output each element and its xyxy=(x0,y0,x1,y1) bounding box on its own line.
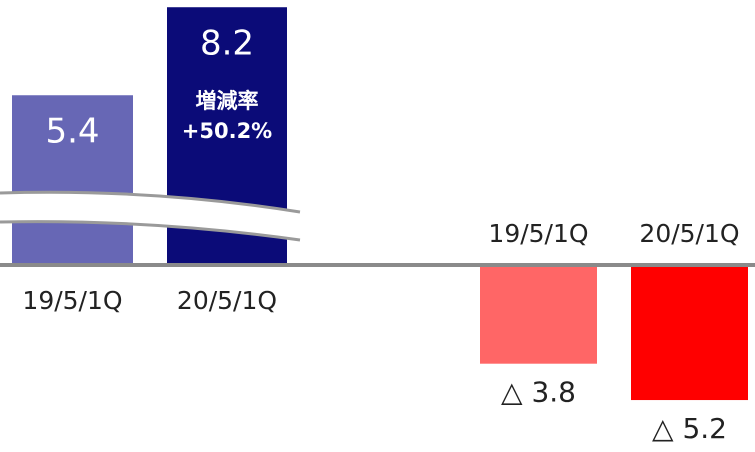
category-label: 20/5/1Q xyxy=(177,286,277,315)
axis-break-edge xyxy=(0,220,301,242)
value-label: 5.4 xyxy=(45,112,99,152)
value-label: △ 3.8 xyxy=(501,376,576,409)
value-label: 8.2 xyxy=(200,24,254,64)
annotation: +50.2% xyxy=(182,119,272,143)
bar xyxy=(631,265,748,401)
annotation: 増減率 xyxy=(196,89,259,113)
category-label: 20/5/1Q xyxy=(639,219,739,248)
category-label: 19/5/1Q xyxy=(488,219,588,248)
axis-break xyxy=(0,192,300,240)
value-label: △ 5.2 xyxy=(652,412,727,445)
bar xyxy=(12,95,133,265)
axis-break-edge xyxy=(0,190,301,214)
bar xyxy=(480,265,597,364)
category-label: 19/5/1Q xyxy=(22,286,122,315)
